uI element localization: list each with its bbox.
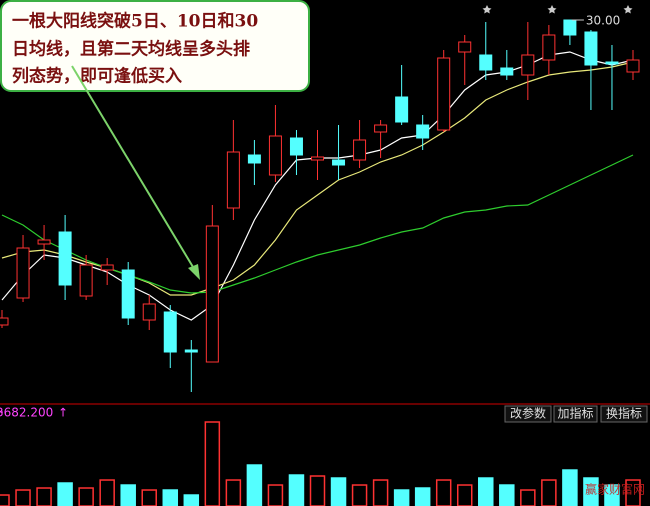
candle-body: [374, 124, 388, 133]
candle-body: [395, 96, 409, 123]
toolbar: 改参数 加指标 换指标: [504, 405, 648, 423]
volume-bar: [120, 484, 136, 506]
candle-body: [353, 139, 367, 161]
button[interactable]: 加指标: [557, 406, 593, 421]
candle-body: [289, 137, 303, 156]
volume-bar: [162, 489, 179, 506]
candle-body: [79, 264, 93, 297]
volume-bar: [204, 421, 221, 506]
candle-body: [437, 57, 451, 131]
volume-bar: [141, 489, 157, 506]
annotation-arrow: [71, 65, 197, 273]
plot-area: 30.00 3682.200: [0, 14, 641, 506]
candle-body: [311, 156, 324, 161]
candle-body: [500, 67, 514, 76]
candle-body: [268, 135, 282, 176]
volume-bar: [414, 487, 431, 506]
annotation-line: 列态势，即可逢低买入: [12, 66, 182, 87]
volume-bar: [456, 484, 473, 506]
candle-body: [0, 317, 9, 326]
candle-body: [16, 247, 30, 299]
candle-body: [247, 154, 261, 164]
candle-body: [184, 349, 198, 353]
candle-body: [100, 264, 114, 271]
watermark: 赢家财富网: [585, 482, 645, 497]
volume-bar: [562, 469, 578, 506]
volume-bar: [78, 487, 94, 506]
indicator-arrow: ↑: [58, 406, 68, 420]
candle-body: [458, 41, 472, 53]
candle-body: [479, 54, 493, 71]
volume-bar: [478, 477, 494, 506]
button-frame[interactable]: [600, 405, 648, 423]
candle-body: [521, 54, 535, 76]
button-frame[interactable]: [553, 405, 598, 423]
volume-bar: [351, 484, 368, 506]
candle-body: [542, 34, 556, 61]
arrow-head: [188, 264, 200, 280]
annotation-line: 一根大阳线突破5日、10日和30: [12, 11, 258, 32]
annotation-frame: [0, 0, 310, 92]
volume-bar: [604, 484, 620, 506]
candle-body: [605, 61, 619, 65]
candle-body: [37, 239, 51, 245]
volume-bar: [288, 474, 305, 506]
candle-body: [142, 303, 156, 321]
volume-bar: [57, 482, 73, 506]
volume-bar: [15, 489, 31, 506]
volume-bar: [499, 484, 515, 506]
candle-body: [58, 231, 72, 286]
volume-bar: [225, 479, 242, 506]
volume-bar: [309, 475, 326, 506]
button[interactable]: 换指标: [606, 406, 642, 421]
button-frame[interactable]: [504, 405, 552, 423]
candle-body: [121, 269, 135, 319]
candle-body: [416, 124, 430, 139]
candle-body: [563, 19, 577, 36]
volume-bar: [267, 484, 284, 506]
candle-body: [626, 59, 640, 73]
volume-bar: [393, 489, 410, 506]
candle-body: [205, 225, 219, 363]
volume-bar: [183, 494, 200, 506]
y-tick-label: 3682.200: [0, 406, 53, 420]
annotation-box: 一根大阳线突破5日、10日和30 日均线，且第二天均线呈多头排 列态势，即可逢低…: [0, 0, 310, 92]
volume-bar: [520, 489, 536, 506]
button[interactable]: 改参数: [510, 406, 546, 421]
volume-bar: [435, 479, 452, 506]
volume-bar: [0, 494, 10, 506]
candle-body: [163, 311, 177, 353]
candle-body: [584, 31, 598, 66]
volume-bar: [246, 464, 263, 506]
volume-bar: [36, 487, 52, 506]
annotation-line: 日均线，且第二天均线呈多头排: [12, 39, 250, 60]
high-label: 30.00: [586, 14, 620, 28]
volume-bar: [541, 479, 557, 506]
volume-bar: [330, 477, 347, 506]
volume-bar: [99, 479, 115, 506]
volume-bar: [583, 477, 599, 506]
volume-bar: [372, 479, 389, 506]
candle-body: [332, 159, 346, 166]
candle-body: [226, 151, 240, 209]
